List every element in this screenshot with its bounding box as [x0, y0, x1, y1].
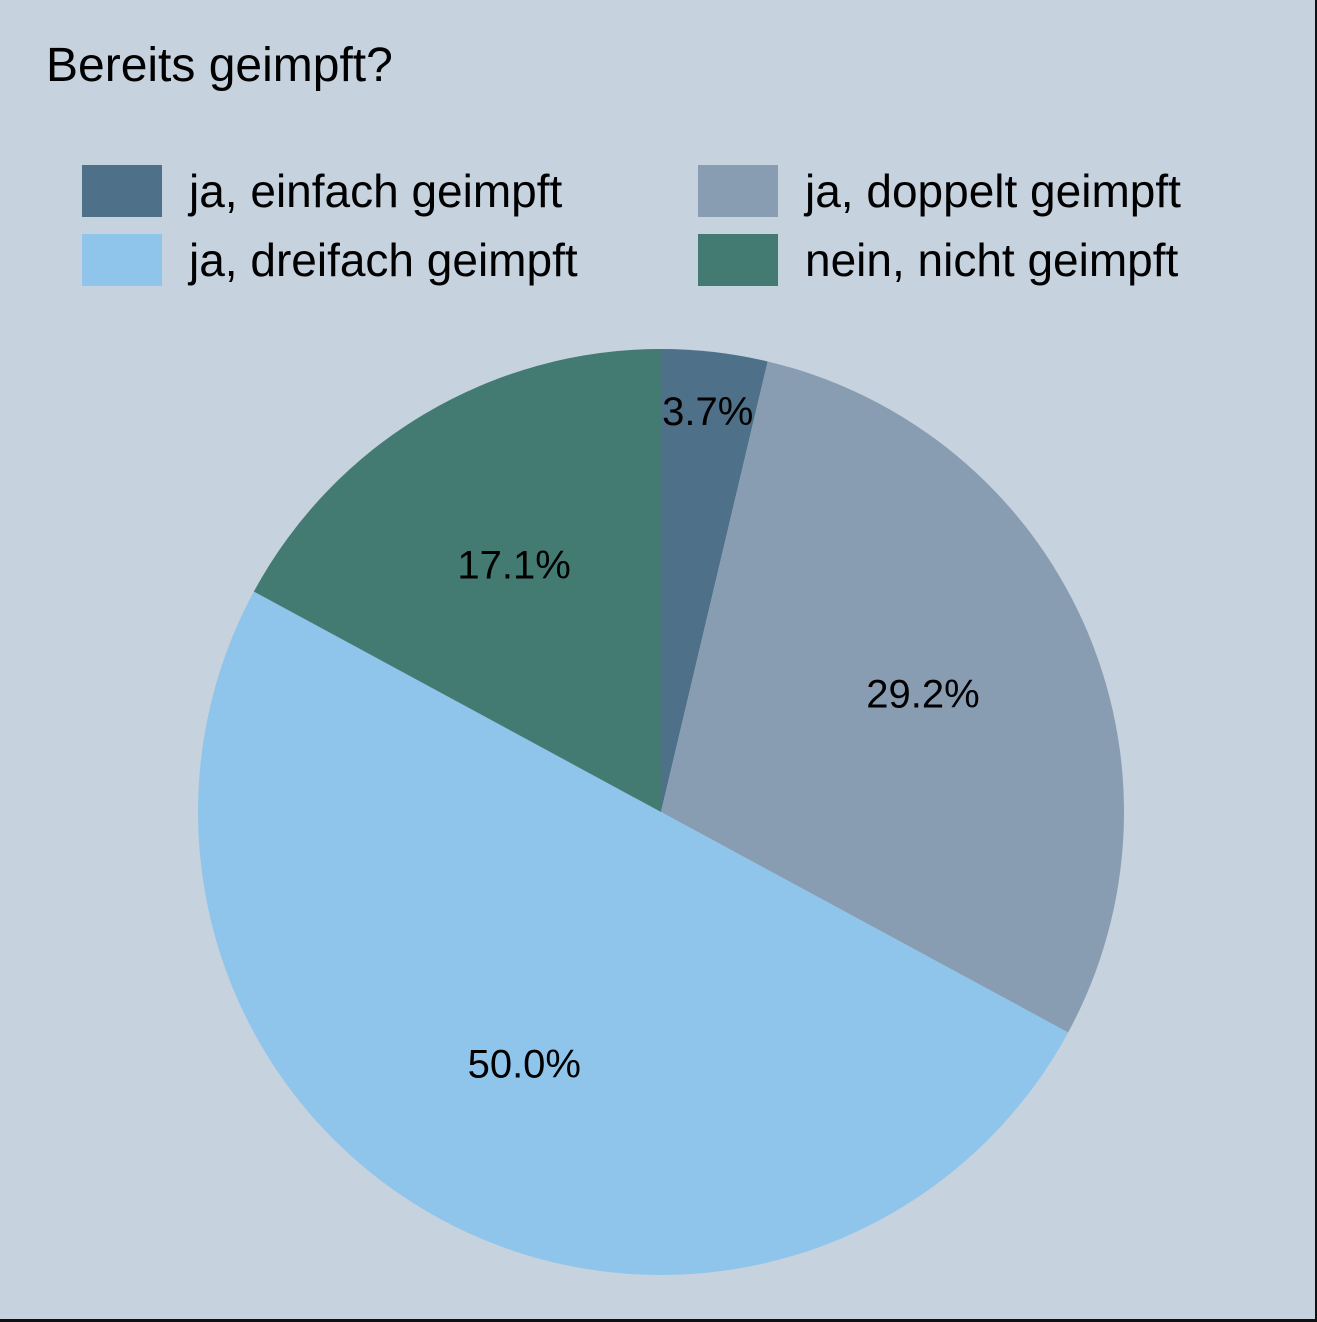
legend-swatch-ja-einfach: [82, 165, 162, 217]
bottom-border: [0, 1319, 1317, 1322]
pie-slice-label-ja-doppelt-geimpft: 29.2%: [866, 673, 979, 717]
legend-label-nein: nein, nicht geimpft: [805, 234, 1179, 286]
legend-label-ja-dreifach: ja, dreifach geimpft: [189, 234, 578, 286]
legend-item-ja-dreifach: ja, dreifach geimpft: [82, 234, 578, 286]
legend-item-nein: nein, nicht geimpft: [698, 234, 1178, 286]
legend-label-ja-doppelt: ja, doppelt geimpft: [805, 165, 1181, 217]
right-border: [1315, 0, 1317, 1322]
chart-title: Bereits geimpft?: [46, 39, 393, 92]
pie-slice-label-ja-einfach-geimpft: 3.7%: [662, 390, 753, 434]
legend-swatch-ja-doppelt: [698, 165, 778, 217]
pie-slice-ja-dreifach-geimpft: [197, 591, 1069, 1275]
legend-label-ja-einfach: ja, einfach geimpft: [189, 165, 563, 217]
pie-slices: [197, 349, 1124, 1275]
pie-slice-ja-doppelt-geimpft: [661, 361, 1124, 1033]
legend-item-ja-doppelt: ja, doppelt geimpft: [698, 165, 1181, 217]
pie-slice-label-ja-dreifach-geimpft: 50.0%: [468, 1042, 581, 1086]
pie-slice-labels: 3.7% 29.2% 50.0% 17.1%: [457, 390, 979, 1087]
legend-swatch-ja-dreifach: [82, 234, 162, 286]
legend-item-ja-einfach: ja, einfach geimpft: [82, 165, 562, 217]
legend-swatch-nein: [698, 234, 778, 286]
pie-slice-label-nein-nicht-geimpft: 17.1%: [457, 543, 570, 587]
pie-slice-nein-nicht-geimpft: [253, 349, 662, 812]
pie-slice-ja-einfach-geimpft: [661, 349, 768, 812]
